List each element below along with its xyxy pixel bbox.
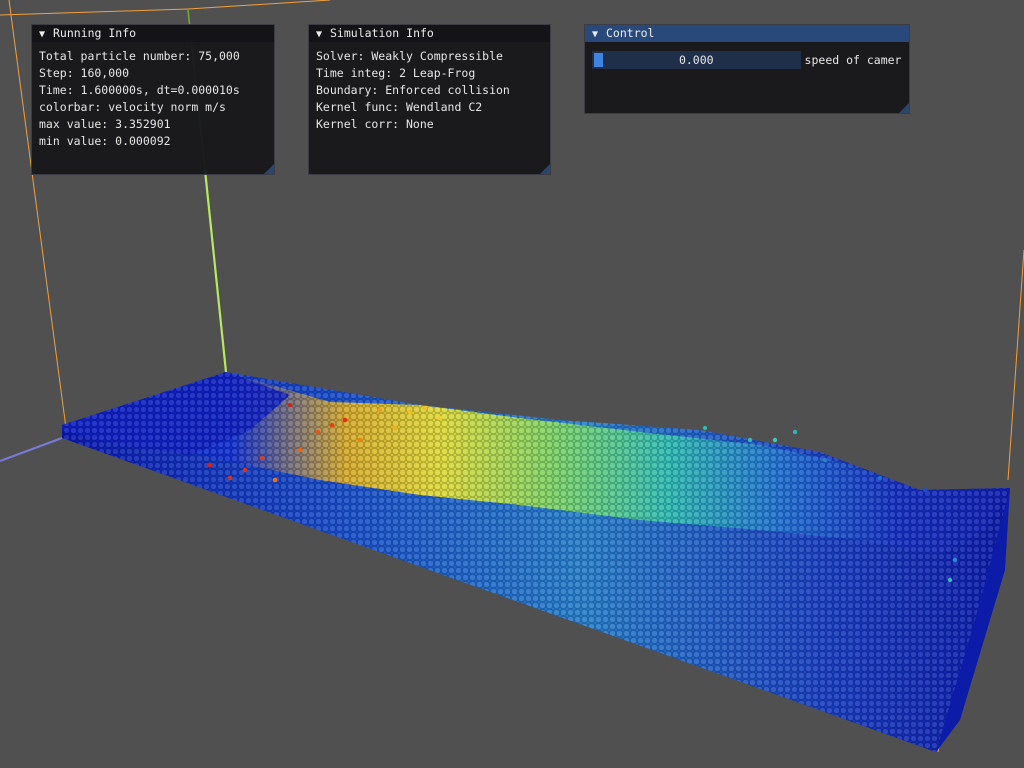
- camera-speed-row: 0.000 speed of camer: [592, 50, 902, 70]
- control-window[interactable]: ▼ Control 0.000 speed of camer: [584, 24, 910, 114]
- time-integ-text: Time integ: 2 Leap-Frog: [316, 66, 476, 80]
- min-value-text: min value: 0.000092: [39, 134, 171, 148]
- simulation-info-title-bar[interactable]: ▼ Simulation Info: [309, 25, 550, 42]
- camera-speed-label: speed of camer: [804, 53, 902, 67]
- control-body: 0.000 speed of camer: [585, 42, 909, 70]
- fluid-particles: [62, 372, 1010, 752]
- collapse-arrow-icon[interactable]: ▼: [316, 29, 323, 40]
- resize-grip[interactable]: [899, 103, 909, 113]
- camera-speed-slider[interactable]: 0.000: [592, 51, 801, 69]
- simulation-info-window[interactable]: ▼ Simulation Info Solver: Weakly Compress…: [308, 24, 551, 175]
- step-text: Step: 160,000: [39, 66, 130, 80]
- control-title: Control: [606, 26, 655, 40]
- total-particles-text: Total particle number: 75,000: [39, 49, 240, 63]
- time-text: Time: 1.600000s, dt=0.000010s: [39, 83, 240, 97]
- kernel-corr-text: Kernel corr: None: [316, 117, 434, 131]
- running-info-title: Running Info: [53, 26, 137, 40]
- resize-grip[interactable]: [264, 164, 274, 174]
- simulation-info-title: Simulation Info: [330, 26, 434, 40]
- running-info-title-bar[interactable]: ▼ Running Info: [32, 25, 274, 42]
- resize-grip[interactable]: [540, 164, 550, 174]
- boundary-text: Boundary: Enforced collision: [316, 83, 510, 97]
- kernel-func-text: Kernel func: Wendland C2: [316, 100, 483, 114]
- running-info-body: Total particle number: 75,000 Step: 160,…: [32, 42, 274, 150]
- collapse-arrow-icon[interactable]: ▼: [39, 29, 46, 40]
- control-title-bar[interactable]: ▼ Control: [585, 25, 909, 42]
- slider-value: 0.000: [678, 53, 714, 67]
- collapse-arrow-icon[interactable]: ▼: [592, 29, 599, 40]
- slider-grab-handle[interactable]: [594, 53, 603, 67]
- max-value-text: max value: 3.352901: [39, 117, 171, 131]
- simulation-info-body: Solver: Weakly Compressible Time integ: …: [309, 42, 550, 133]
- solver-text: Solver: Weakly Compressible: [316, 49, 503, 63]
- colorbar-text: colorbar: velocity norm m/s: [39, 100, 226, 114]
- running-info-window[interactable]: ▼ Running Info Total particle number: 75,…: [31, 24, 275, 175]
